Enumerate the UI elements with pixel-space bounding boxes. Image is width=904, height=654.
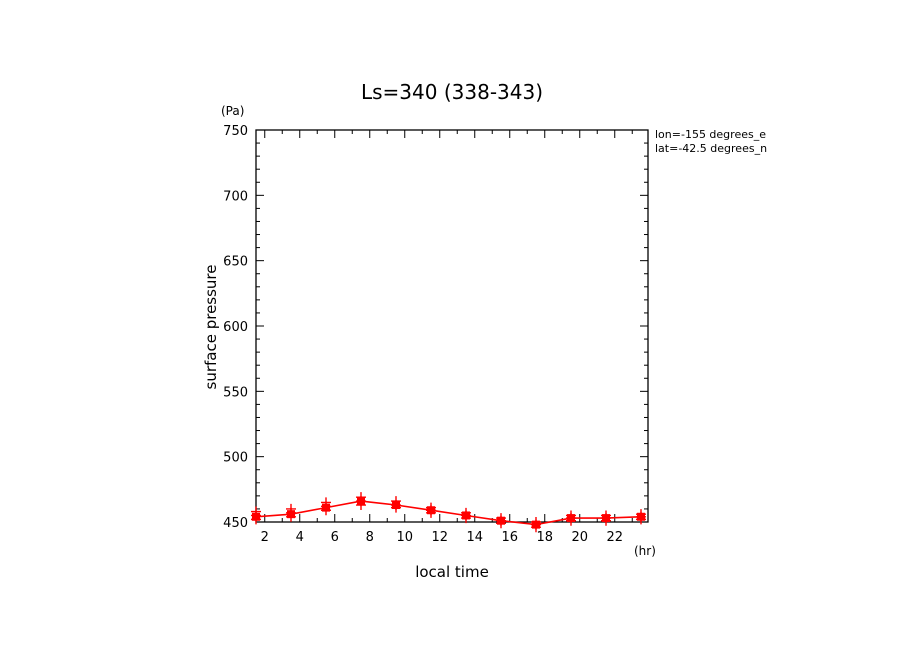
mean-point <box>427 506 435 515</box>
x-axis-ticks: 2 4 6 8 10 12 14 16 18 20 22 <box>261 130 633 545</box>
series-layer <box>251 492 646 533</box>
y-tick-label: 500 <box>223 451 248 466</box>
y-tick-label: 450 <box>223 516 248 531</box>
series-line <box>255 500 642 526</box>
y-tick-label: 550 <box>223 385 248 400</box>
x-tick-label: 18 <box>536 530 553 545</box>
chart-title: Ls=340 (338-343) <box>361 80 543 104</box>
x-tick-label: 22 <box>606 530 623 545</box>
x-tick-label: 4 <box>296 530 304 545</box>
y-axis-label: surface pressure <box>202 265 220 390</box>
x-tick-label: 2 <box>261 530 269 545</box>
y-tick-label: 650 <box>223 255 248 270</box>
x-tick-label: 12 <box>431 530 448 545</box>
annotation-longitude: lon=-155 degrees_e <box>655 128 766 141</box>
y-tick-label: 600 <box>223 320 248 335</box>
plot-frame <box>255 129 649 523</box>
x-tick-label: 20 <box>571 530 588 545</box>
mean-point <box>322 503 330 512</box>
mean-point <box>567 514 575 523</box>
x-tick-label: 6 <box>331 530 339 545</box>
annotation-latitude: lat=-42.5 degrees_n <box>655 142 767 155</box>
x-axis-label: local time <box>415 563 489 581</box>
x-tick-label: 14 <box>466 530 483 545</box>
mean-point <box>497 516 505 525</box>
y-axis-ticks: 450 500 550 600 650 700 750 <box>223 124 648 531</box>
mean-point <box>532 520 540 529</box>
mean-point <box>602 514 610 523</box>
x-tick-label: 8 <box>366 530 374 545</box>
mean-point <box>252 512 260 521</box>
x-unit-label: (hr) <box>634 544 656 558</box>
mean-point <box>637 512 645 521</box>
mean-point <box>392 501 400 510</box>
mean-point <box>357 497 365 506</box>
mean-point <box>287 510 295 519</box>
y-tick-label: 750 <box>223 124 248 139</box>
y-tick-label: 700 <box>223 189 248 204</box>
y-unit-label: (Pa) <box>221 104 244 118</box>
x-tick-label: 16 <box>501 530 518 545</box>
x-tick-label: 10 <box>396 530 413 545</box>
mean-point <box>462 511 470 520</box>
